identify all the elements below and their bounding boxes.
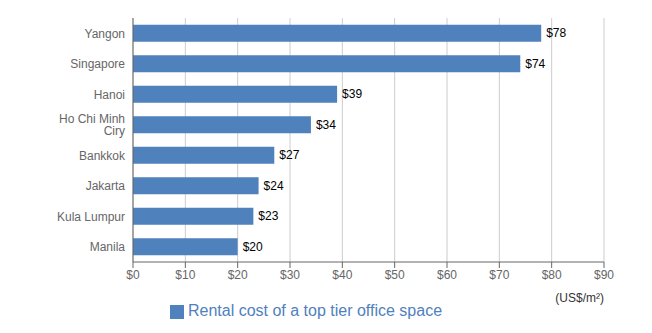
svg-text:$34: $34 (316, 118, 336, 132)
svg-text:(US$/m²): (US$/m²) (555, 291, 604, 305)
svg-text:$74: $74 (525, 57, 545, 71)
svg-text:Singapore: Singapore (70, 57, 125, 71)
svg-text:Kula Lumpur: Kula Lumpur (57, 210, 125, 224)
svg-text:$27: $27 (279, 148, 299, 162)
svg-text:$20: $20 (228, 268, 248, 282)
svg-text:$20: $20 (243, 240, 263, 254)
svg-text:$39: $39 (342, 87, 362, 101)
svg-text:$10: $10 (175, 268, 195, 282)
svg-text:Hanoi: Hanoi (94, 88, 125, 102)
svg-text:$30: $30 (280, 268, 300, 282)
svg-text:$60: $60 (437, 268, 457, 282)
svg-text:$90: $90 (594, 268, 614, 282)
svg-text:Bankkok: Bankkok (79, 149, 126, 163)
svg-text:$80: $80 (542, 268, 562, 282)
html-text:Rental cost of a top tier offi: Rental cost of a top tier office space (188, 302, 442, 319)
svg-text:$0: $0 (126, 268, 140, 282)
svg-text:Manila: Manila (90, 240, 126, 254)
svg-text:$78: $78 (546, 26, 566, 40)
svg-text:$50: $50 (385, 268, 405, 282)
svg-text:$23: $23 (258, 209, 278, 223)
svg-text:$70: $70 (489, 268, 509, 282)
svg-text:$24: $24 (264, 179, 284, 193)
svg-text:Jakarta: Jakarta (86, 179, 126, 193)
svg-text:$40: $40 (332, 268, 352, 282)
svg-text:Ho Chi MinhCiry: Ho Chi MinhCiry (59, 112, 125, 138)
svg-text:Yangon: Yangon (85, 27, 125, 41)
